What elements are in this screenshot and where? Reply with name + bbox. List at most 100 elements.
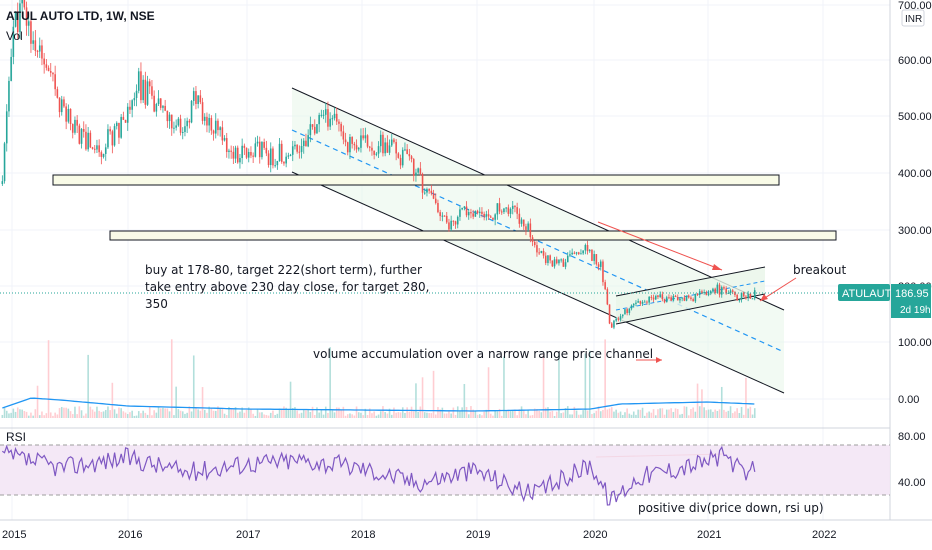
- annotation-buy-line1[interactable]: buy at 178-80, target 222(short term), f…: [145, 263, 422, 277]
- volume-bar: [74, 406, 76, 418]
- candle-body: [329, 118, 331, 127]
- volume-bar: [289, 381, 292, 418]
- candle-body: [683, 297, 686, 301]
- price-candles[interactable]: [1, 0, 756, 330]
- candle-body: [36, 50, 39, 52]
- candle-body: [448, 222, 450, 230]
- volume-bar: [547, 407, 549, 418]
- annotation-buy-line2[interactable]: take entry above 230 day close, for targ…: [145, 280, 429, 294]
- volume-bar: [309, 411, 312, 418]
- time-axis[interactable]: 2015 2016 2017 2018 2019 2020 2021 2022: [2, 529, 836, 541]
- candle-body: [206, 116, 208, 126]
- candle-body: [604, 282, 606, 290]
- volume-bar: [76, 414, 78, 418]
- descending-channel-upper[interactable]: [291, 87, 785, 311]
- candle-body: [415, 172, 417, 176]
- volume-bar: [643, 415, 646, 418]
- ascending-channel-lower[interactable]: [615, 293, 766, 325]
- volume-legend[interactable]: Vol: [6, 29, 23, 43]
- candle-body: [602, 261, 604, 283]
- candle-body: [408, 154, 411, 157]
- volume-bar: [247, 407, 250, 418]
- annotation-breakout[interactable]: breakout: [793, 263, 846, 277]
- candle-body: [74, 119, 76, 133]
- volume-bar: [254, 415, 257, 418]
- volume-bar: [78, 406, 81, 418]
- candle-body: [694, 294, 697, 302]
- volume-bar: [489, 413, 492, 418]
- candle-body: [709, 291, 712, 294]
- candle-body: [265, 147, 268, 154]
- candle-body: [71, 123, 74, 133]
- candle-body: [729, 290, 732, 293]
- chart-symbol-title[interactable]: ATUL AUTO LTD, 1W, NSE: [6, 9, 155, 23]
- ascending-channel-mid[interactable]: [615, 280, 766, 311]
- volume-bar: [525, 414, 527, 418]
- candle-body: [615, 318, 617, 321]
- candle-body: [5, 111, 8, 144]
- volume-bar: [38, 415, 41, 418]
- volume-bar: [668, 409, 670, 418]
- volume-bar: [219, 408, 221, 418]
- price-axis[interactable]: 700.00 600.00 500.00 400.00 300.00 200.0…: [898, 0, 932, 489]
- volume-bar: [586, 410, 589, 418]
- volume-bar: [749, 406, 752, 418]
- candle-body: [186, 120, 188, 127]
- symbol-price-label[interactable]: ATULAUTO: [838, 284, 900, 301]
- volume-bar: [386, 413, 389, 418]
- candle-body: [707, 293, 710, 296]
- candle-body: [45, 64, 48, 68]
- rsi-legend[interactable]: RSI: [6, 430, 26, 444]
- candle-body: [637, 301, 639, 303]
- trend-arrow-upper[interactable]: [597, 221, 723, 271]
- volume-bar: [195, 407, 197, 418]
- volume-bar: [118, 407, 120, 418]
- descending-channel-lower[interactable]: [291, 171, 785, 394]
- candle-body: [78, 125, 81, 144]
- time-tick: 2022: [812, 529, 836, 541]
- candle-body: [278, 143, 281, 162]
- candle-body: [375, 153, 378, 155]
- volume-bar: [437, 407, 439, 418]
- volume-bar: [331, 410, 334, 418]
- volume-bar: [511, 410, 514, 418]
- candle-body: [56, 89, 59, 98]
- annotation-buy-line3[interactable]: 350: [145, 297, 168, 311]
- volume-bar: [291, 408, 294, 418]
- volume-bar: [113, 409, 116, 418]
- candle-body: [146, 81, 149, 105]
- candle-body: [318, 114, 320, 125]
- candle-body: [201, 102, 204, 121]
- candle-body: [505, 207, 507, 209]
- volume-bar: [734, 411, 736, 418]
- candle-body: [663, 299, 666, 303]
- candle-body: [245, 147, 248, 158]
- ascending-channel-fill[interactable]: [616, 267, 765, 324]
- volume-bar: [225, 415, 228, 418]
- candle-body: [544, 255, 547, 263]
- candle-body: [217, 120, 219, 131]
- candle-body: [456, 216, 459, 225]
- volume-bar: [401, 407, 404, 418]
- volume-bar: [208, 406, 210, 418]
- volume-bar: [727, 410, 730, 418]
- candle-body: [140, 71, 142, 101]
- candle-body: [344, 139, 347, 143]
- volume-bar: [186, 412, 188, 418]
- candle-body: [749, 293, 752, 299]
- candle-body: [626, 309, 628, 313]
- candle-body: [289, 154, 292, 156]
- currency-badge[interactable]: [901, 9, 925, 27]
- candle-body: [404, 149, 406, 151]
- candle-body: [630, 305, 633, 309]
- last-price-label[interactable]: 186.95 2d 19h: [891, 284, 931, 318]
- volume-bar: [377, 414, 380, 418]
- annotation-volume[interactable]: volume accumulation over a narrow range …: [313, 347, 653, 361]
- support-zone-280[interactable]: [109, 230, 837, 241]
- candle-body: [681, 297, 683, 299]
- annotation-positive-div[interactable]: positive div(price down, rsi up): [638, 501, 824, 515]
- ascending-channel-upper[interactable]: [615, 266, 766, 297]
- volume-bar: [467, 414, 470, 418]
- candle-body: [232, 151, 235, 159]
- candle-body: [120, 116, 122, 138]
